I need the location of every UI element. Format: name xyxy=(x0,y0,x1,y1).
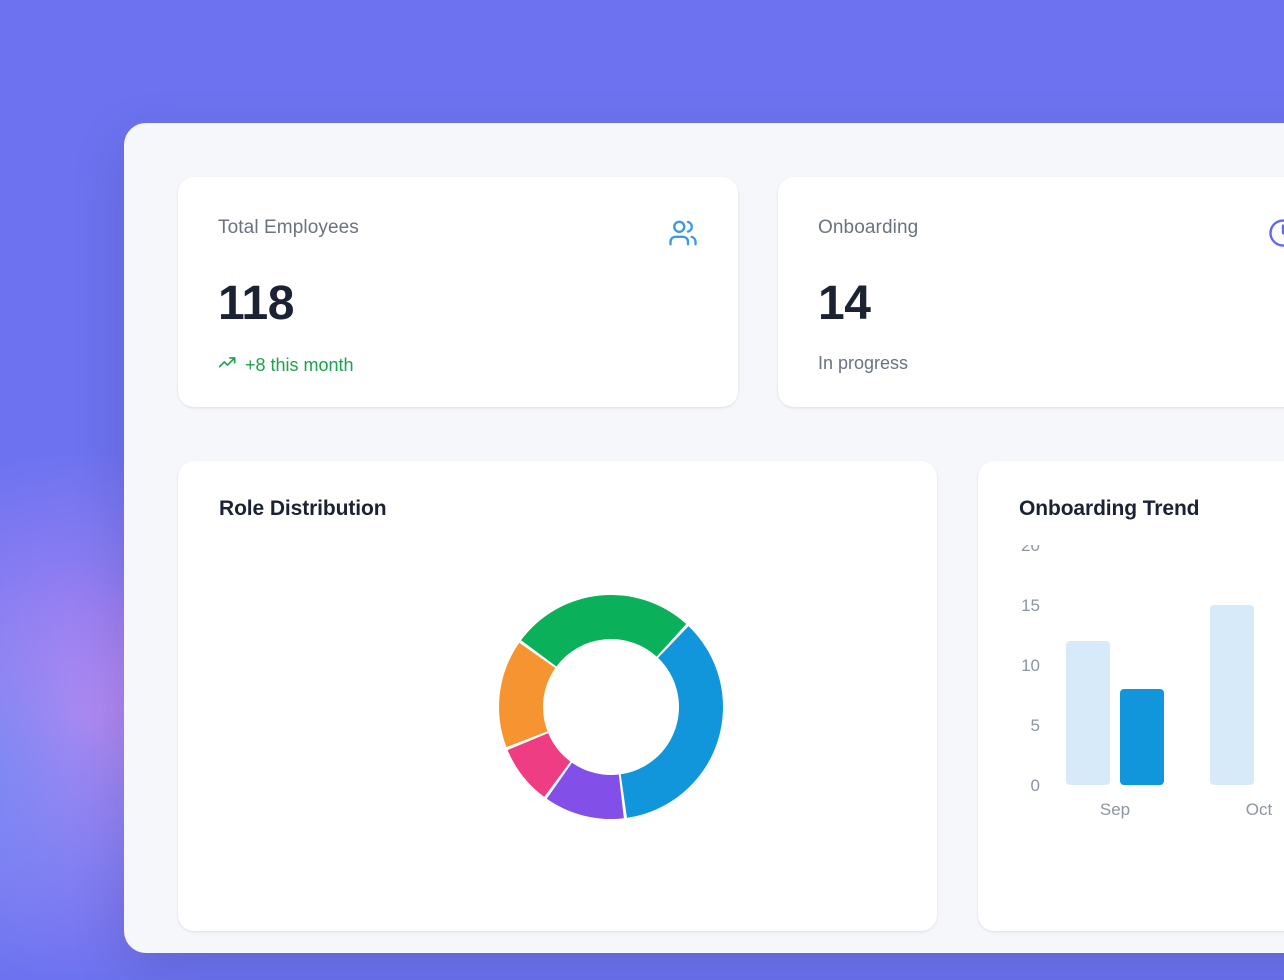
trending-up-icon xyxy=(218,354,237,376)
chart-card-role-distribution[interactable]: Role Distribution xyxy=(178,461,937,931)
bar[interactable] xyxy=(1066,641,1110,785)
y-axis-tick-label: 15 xyxy=(1021,596,1040,615)
stat-card-header: Total Employees xyxy=(218,218,698,253)
stat-card-total-employees[interactable]: Total Employees 118 xyxy=(178,177,738,407)
clock-icon xyxy=(1268,218,1284,253)
stat-card-subtext: +8 this month xyxy=(218,354,698,376)
users-icon xyxy=(668,218,698,253)
stat-card-onboarding[interactable]: Onboarding 14 In progress xyxy=(778,177,1284,407)
stat-card-header: Onboarding xyxy=(818,218,1284,253)
donut-chart-svg xyxy=(178,557,937,857)
x-axis-tick-label: Oct xyxy=(1246,800,1273,819)
dashboard-panel: Total Employees 118 xyxy=(124,123,1284,953)
stat-card-label: Onboarding xyxy=(818,218,918,237)
bar-chart-svg: 0 5 10 15 20 Sep Oct xyxy=(978,545,1284,865)
y-axis-tick-label: 0 xyxy=(1031,776,1040,795)
stat-card-subtext-label: +8 this month xyxy=(245,356,354,374)
y-axis-tick-label: 10 xyxy=(1021,656,1040,675)
chart-card-onboarding-trend[interactable]: Onboarding Trend 0 5 10 15 20 Sep Oct xyxy=(978,461,1284,931)
donut-segment[interactable] xyxy=(621,626,723,818)
chart-title-role-distribution: Role Distribution xyxy=(219,497,937,521)
stat-card-label: Total Employees xyxy=(218,218,359,237)
stat-card-row: Total Employees 118 xyxy=(178,177,1284,407)
bar-chart[interactable]: 0 5 10 15 20 Sep Oct xyxy=(978,545,1284,865)
y-axis-tick-label: 20 xyxy=(1021,545,1040,555)
stat-card-value: 14 xyxy=(818,280,1284,328)
chart-title-onboarding-trend: Onboarding Trend xyxy=(1019,497,1284,521)
x-axis-tick-label: Sep xyxy=(1100,800,1130,819)
bar[interactable] xyxy=(1210,605,1254,785)
bar[interactable] xyxy=(1120,689,1164,785)
y-axis-tick-label: 5 xyxy=(1031,716,1040,735)
stat-card-subtext: In progress xyxy=(818,354,1284,372)
donut-chart[interactable] xyxy=(178,557,937,857)
stat-card-subtext-label: In progress xyxy=(818,354,908,372)
stat-card-value: 118 xyxy=(218,280,698,328)
chart-card-row: Role Distribution Onboarding Trend 0 5 10 1… xyxy=(178,461,1284,931)
